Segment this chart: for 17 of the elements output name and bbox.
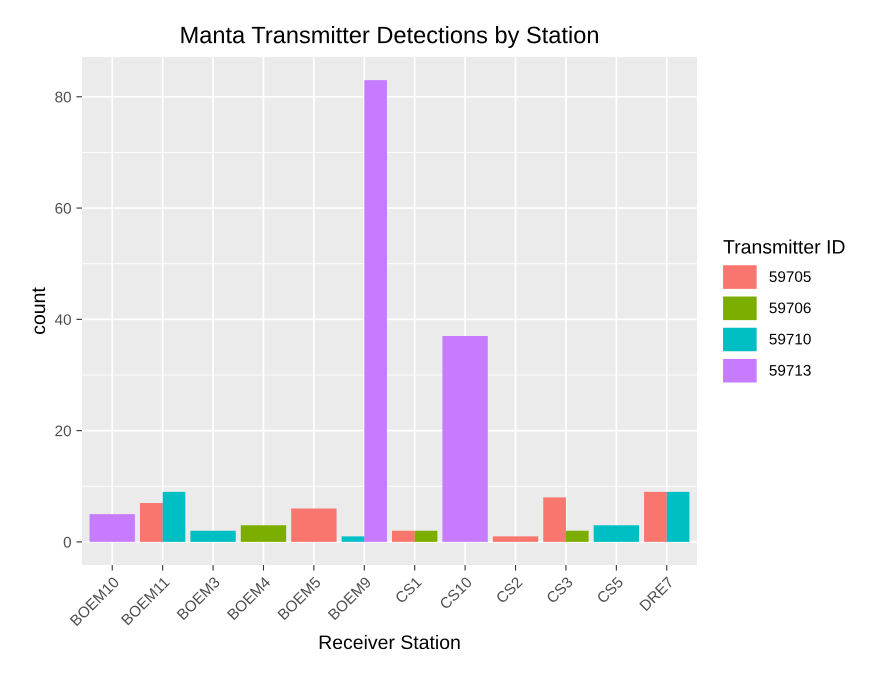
y-tick-label: 80 bbox=[55, 92, 71, 102]
y-axis-title: count bbox=[32, 287, 46, 334]
x-tick-label: CS1 bbox=[394, 576, 422, 604]
y-tick-label: 40 bbox=[54, 314, 71, 326]
legend-label: 59705 bbox=[769, 271, 811, 282]
y-tick-label: 60 bbox=[55, 202, 71, 214]
x-axis-title: Receiver Station bbox=[320, 634, 460, 650]
x-tick-label: CS3 bbox=[546, 576, 574, 604]
x-tick-label: CS5 bbox=[596, 576, 624, 604]
y-tick-label: 20 bbox=[55, 425, 71, 436]
x-tick-label: CS2 bbox=[495, 576, 523, 604]
y-tick-label: 0 bbox=[64, 536, 71, 548]
chart-title: Manta Transmitter Detections by Station bbox=[181, 26, 598, 48]
legend-title: Transmitter ID bbox=[723, 239, 845, 254]
legend-label: 59713 bbox=[769, 364, 811, 376]
legend-label: 59706 bbox=[769, 302, 811, 314]
legend-label: 59710 bbox=[769, 334, 811, 345]
